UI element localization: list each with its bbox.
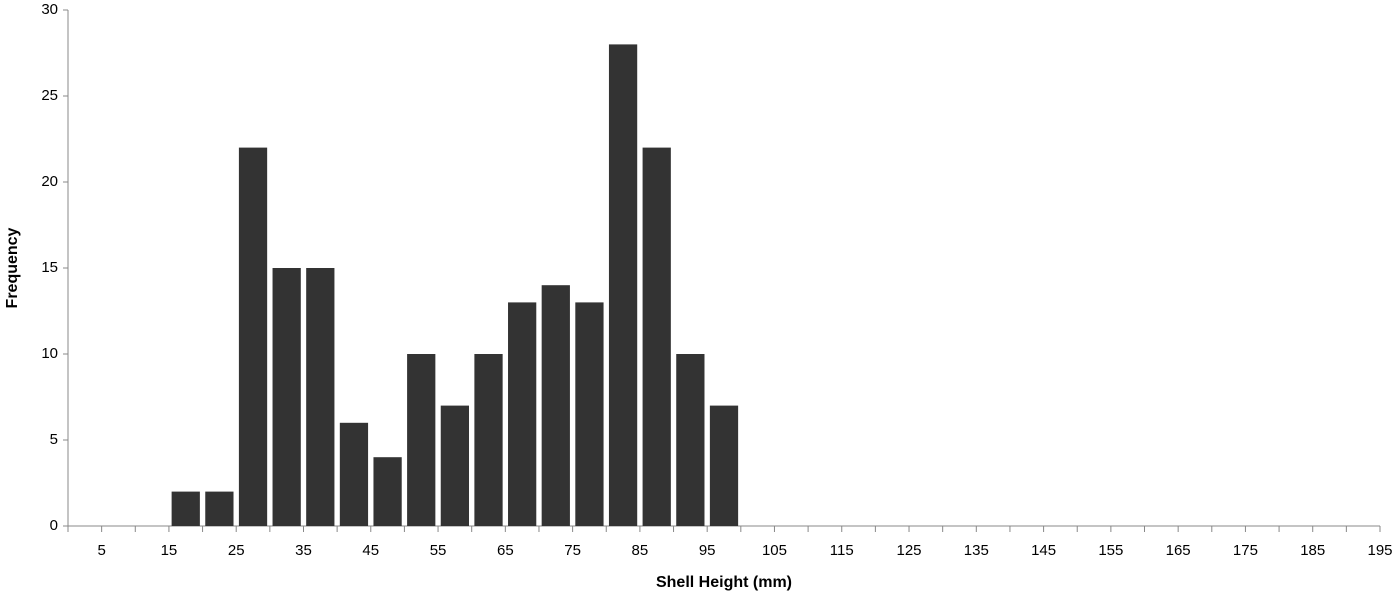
y-tick-label: 30 — [41, 1, 58, 18]
y-tick-label: 10 — [41, 345, 58, 362]
y-tick-label: 25 — [41, 87, 58, 104]
bar — [440, 405, 470, 526]
x-tick-label: 65 — [497, 542, 514, 559]
x-tick-label: 75 — [564, 542, 581, 559]
x-tick-label: 35 — [295, 542, 312, 559]
x-tick-label: 5 — [97, 542, 105, 559]
bar — [171, 491, 200, 526]
bar — [709, 405, 739, 526]
bar — [508, 302, 537, 526]
bar — [205, 491, 234, 526]
bar — [676, 354, 705, 526]
bar — [541, 285, 570, 526]
y-axis-title: Frequency — [4, 227, 21, 308]
bar — [339, 422, 369, 526]
x-tick-label: 125 — [897, 542, 922, 559]
x-tick-label: 195 — [1367, 542, 1392, 559]
bar — [642, 147, 671, 526]
bar — [373, 457, 402, 526]
x-tick-label: 115 — [830, 542, 854, 559]
x-tick-label: 175 — [1233, 542, 1258, 559]
x-tick-label: 165 — [1166, 542, 1191, 559]
x-tick-label: 185 — [1300, 542, 1325, 559]
x-tick-label: 95 — [699, 542, 716, 559]
x-axis-title: Shell Height (mm) — [656, 574, 792, 591]
y-tick-label: 5 — [50, 431, 58, 448]
y-tick-label: 15 — [41, 259, 58, 276]
bar — [306, 268, 335, 526]
x-tick-label: 135 — [964, 542, 989, 559]
x-tick-label: 105 — [762, 542, 787, 559]
bar — [474, 354, 503, 526]
x-tick-label: 45 — [362, 542, 379, 559]
bar — [272, 268, 301, 526]
x-tick-label: 145 — [1031, 542, 1056, 559]
x-tick-label: 55 — [430, 542, 447, 559]
bar — [575, 302, 604, 526]
x-tick-label: 85 — [632, 542, 649, 559]
bar — [608, 44, 638, 527]
bar — [238, 147, 268, 526]
x-tick-label: 155 — [1098, 542, 1123, 559]
y-tick-label: 0 — [50, 517, 58, 534]
bar — [407, 354, 436, 526]
x-tick-label: 25 — [228, 542, 245, 559]
y-tick-label: 20 — [41, 173, 58, 190]
x-tick-label: 15 — [161, 542, 178, 559]
